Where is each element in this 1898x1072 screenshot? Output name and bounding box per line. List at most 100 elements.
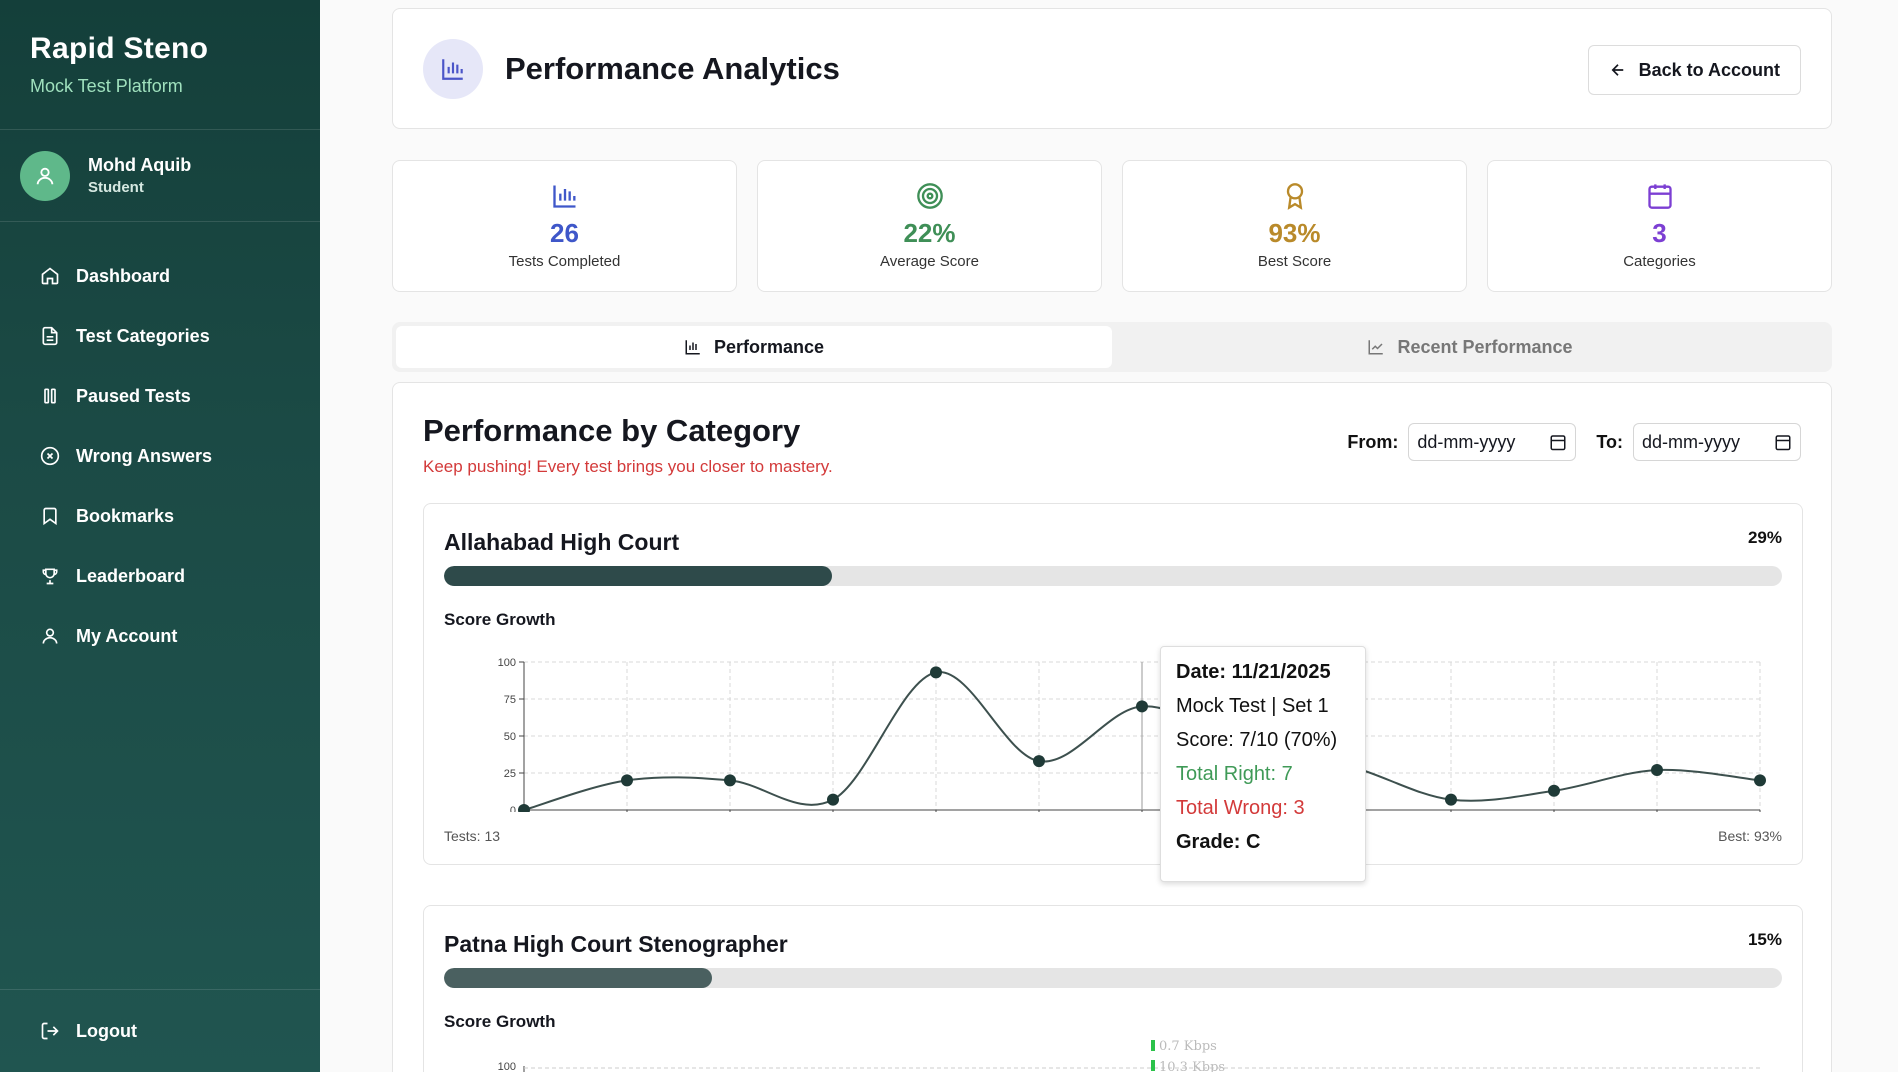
avatar — [20, 150, 70, 201]
sidebar-item-bookmarks[interactable]: Bookmarks — [0, 486, 320, 546]
category-percent: 15% — [1747, 930, 1782, 949]
calendar-icon — [1775, 435, 1791, 451]
sidebar-item-label: My Account — [76, 625, 178, 646]
arrow-left-icon — [1611, 64, 1623, 76]
tab-label: Recent Performance — [1397, 336, 1573, 357]
tooltip-right: Total Right: 7 — [1176, 763, 1293, 785]
tooltip-score: Score: 7/10 (70%) — [1176, 729, 1338, 751]
y-tick-label: 100 — [498, 657, 516, 669]
stat-value: 3 — [1652, 218, 1667, 248]
from-date-input[interactable]: dd-mm-yyyy — [1408, 423, 1577, 461]
sidebar-nav: Dashboard Test Categories Paused Tests W… — [0, 222, 320, 666]
sidebar: Rapid Steno Mock Test Platform Mohd Aqui… — [0, 0, 320, 1072]
category-name: Allahabad High Court — [444, 529, 680, 555]
logout-label: Logout — [76, 1020, 137, 1041]
panel-title: Performance by Category — [423, 413, 801, 448]
page-header: Performance Analytics Back to Account — [392, 8, 1832, 129]
category-percent: 29% — [1747, 528, 1782, 547]
tab-label: Performance — [713, 336, 825, 357]
logout-button[interactable]: Logout — [0, 989, 320, 1072]
tab-performance[interactable]: Performance — [396, 326, 1112, 368]
user-name: Mohd Aquib — [88, 155, 192, 175]
line-chart-icon — [1368, 340, 1384, 355]
stat-label: Best Score — [1257, 253, 1332, 270]
award-icon — [1286, 183, 1303, 210]
stat-label: Average Score — [880, 253, 979, 270]
bar-chart-icon — [685, 340, 700, 355]
stat-categories: 3 Categories — [1487, 160, 1832, 292]
back-to-account-button[interactable]: Back to Account — [1587, 45, 1801, 95]
data-point — [1033, 755, 1045, 768]
sidebar-item-dashboard[interactable]: Dashboard — [0, 246, 320, 306]
data-point — [1548, 784, 1560, 797]
user-icon — [36, 167, 54, 184]
calendar-icon — [1647, 184, 1672, 209]
score-growth-label: Score Growth — [444, 610, 556, 629]
brand-subtitle: Mock Test Platform — [30, 76, 183, 96]
pause-icon — [44, 388, 56, 404]
sidebar-item-my-account[interactable]: My Account — [0, 606, 320, 666]
bar-chart-icon — [442, 58, 463, 80]
calendar-icon — [1550, 435, 1566, 451]
to-label: To: — [1596, 431, 1623, 452]
signal-bar — [1151, 1040, 1155, 1051]
tooltip-date: Date: 11/21/2025 — [1176, 661, 1331, 683]
data-point — [930, 666, 942, 679]
user-icon — [42, 628, 58, 644]
tests-count: Tests: 13 — [444, 828, 501, 844]
page-title: Performance Analytics — [505, 50, 840, 86]
bookmark-icon — [43, 507, 57, 526]
date-filters: From: dd-mm-yyyy To: dd-mm-yyyy — [1347, 423, 1801, 461]
to-date-input[interactable]: dd-mm-yyyy — [1633, 423, 1801, 461]
sidebar-item-test-categories[interactable]: Test Categories — [0, 306, 320, 366]
y-tick-label: 100 — [498, 1061, 516, 1072]
analytics-tabs: Performance Recent Performance — [392, 322, 1832, 372]
category-card: Patna High Court Stenographer 15% Score … — [423, 905, 1803, 1072]
data-point — [621, 774, 633, 787]
score-growth-label: Score Growth — [444, 1012, 556, 1031]
y-tick-label: 75 — [504, 694, 516, 706]
sidebar-item-paused-tests[interactable]: Paused Tests — [0, 366, 320, 426]
data-point — [1651, 764, 1663, 777]
overlay-widget: 0.7 Kbps 10.3 Kbps — [1151, 1039, 1225, 1072]
trophy-icon — [42, 568, 58, 585]
tab-recent-performance[interactable]: Recent Performance — [1112, 326, 1828, 368]
sidebar-item-label: Dashboard — [76, 265, 171, 286]
document-icon — [42, 326, 58, 346]
x-circle-icon — [40, 446, 60, 466]
bar-chart-icon — [552, 185, 575, 208]
stat-best-score: 93% Best Score — [1122, 160, 1467, 292]
panel-subtitle: Keep pushing! Every test brings you clos… — [423, 457, 833, 476]
y-tick-label: 50 — [504, 731, 516, 743]
category-card: Allahabad High Court 29% Score Growth 0 2… — [423, 503, 1803, 865]
from-label: From: — [1347, 431, 1399, 452]
header-icon — [423, 38, 483, 99]
sidebar-item-wrong-answers[interactable]: Wrong Answers — [0, 426, 320, 486]
to-date-value: dd-mm-yyyy — [1642, 431, 1740, 452]
best-score: Best: 93% — [1718, 828, 1782, 844]
sidebar-item-label: Test Categories — [76, 325, 210, 346]
sidebar-item-label: Leaderboard — [76, 565, 186, 586]
overlay-text: 10.3 Kbps — [1159, 1060, 1225, 1072]
from-date-value: dd-mm-yyyy — [1417, 431, 1516, 452]
brand: Rapid Steno Mock Test Platform — [0, 0, 320, 130]
sidebar-item-label: Paused Tests — [76, 385, 191, 406]
stat-label: Tests Completed — [508, 253, 621, 270]
back-button-label: Back to Account — [1638, 59, 1780, 80]
y-tick-label: 0 — [510, 805, 516, 812]
stat-value: 93% — [1268, 218, 1321, 248]
stat-average-score: 22% Average Score — [757, 160, 1102, 292]
stats-row: 26 Tests Completed 22% Average Score 93%… — [392, 160, 1832, 292]
category-name: Patna High Court Stenographer — [444, 931, 788, 957]
progress-bar — [444, 968, 1782, 988]
tooltip-grade: Grade: C — [1176, 831, 1261, 853]
chart-tooltip: Date: 11/21/2025 Mock Test | Set 1 Score… — [1160, 646, 1366, 882]
logout-icon — [41, 1022, 59, 1040]
score-growth-chart-partial: 100 0.7 Kbps 10.3 Kbps — [498, 1039, 1760, 1072]
data-point — [724, 774, 736, 787]
sidebar-item-leaderboard[interactable]: Leaderboard — [0, 546, 320, 606]
stat-label: Categories — [1623, 253, 1696, 270]
data-point — [1754, 774, 1766, 787]
stat-tests-completed: 26 Tests Completed — [392, 160, 737, 292]
sidebar-item-label: Bookmarks — [76, 505, 175, 526]
